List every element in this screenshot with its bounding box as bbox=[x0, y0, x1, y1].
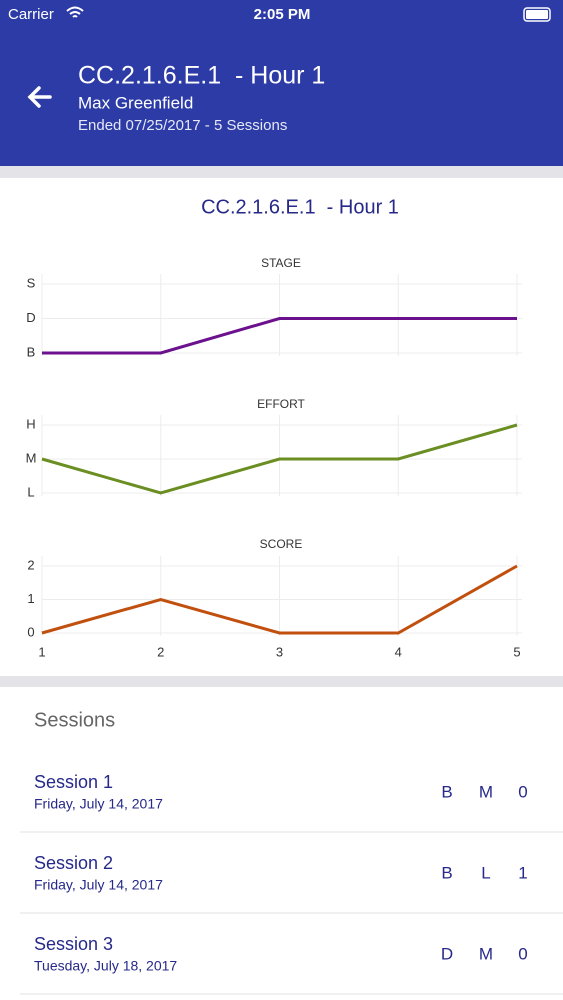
x-tick-label: 5 bbox=[513, 644, 520, 659]
session-date: Friday, July 14, 2017 bbox=[34, 796, 163, 812]
app-bar bbox=[0, 0, 563, 166]
chart-title: SCORE bbox=[260, 537, 303, 551]
y-tick-label: 0 bbox=[27, 624, 34, 639]
session-name: Session 3 bbox=[34, 934, 113, 954]
wifi-icon bbox=[66, 6, 84, 18]
session-code: M bbox=[479, 782, 493, 801]
session-code: B bbox=[441, 782, 452, 801]
header-title: CC.2.1.6.E.1 - Hour 1 bbox=[78, 62, 325, 90]
session-code: M bbox=[479, 944, 493, 963]
carrier: Carrier bbox=[8, 6, 54, 23]
y-tick-label: H bbox=[26, 416, 35, 431]
y-tick-label: B bbox=[27, 344, 36, 359]
header-subtitle: Max Greenfield bbox=[78, 93, 193, 112]
session-code: 1 bbox=[518, 863, 527, 882]
session-code: B bbox=[441, 863, 452, 882]
y-tick-label: L bbox=[27, 484, 34, 499]
y-tick-label: 2 bbox=[27, 557, 34, 572]
data-line bbox=[41, 423, 518, 495]
session-code: 0 bbox=[518, 944, 527, 963]
session-date: Friday, July 14, 2017 bbox=[34, 877, 163, 893]
clock: 2:05 PM bbox=[254, 6, 311, 23]
separator bbox=[0, 166, 563, 178]
back-button[interactable] bbox=[27, 86, 52, 108]
card-title: CC.2.1.6.E.1 - Hour 1 bbox=[201, 196, 399, 218]
session-name: Session 1 bbox=[34, 772, 113, 792]
x-tick-label: 4 bbox=[395, 644, 402, 659]
y-tick-label: M bbox=[26, 450, 37, 465]
session-name: Session 2 bbox=[34, 853, 113, 873]
session-code: L bbox=[481, 863, 490, 882]
data-line bbox=[42, 317, 517, 355]
x-tick-label: 1 bbox=[38, 644, 45, 659]
data-line bbox=[41, 564, 518, 635]
y-tick-label: S bbox=[27, 275, 36, 290]
battery-icon bbox=[523, 7, 551, 22]
x-tick-label: 3 bbox=[276, 644, 283, 659]
sessions-heading: Sessions bbox=[34, 709, 115, 731]
battery-level bbox=[526, 10, 548, 19]
y-tick-label: D bbox=[26, 310, 35, 325]
chart-title: STAGE bbox=[261, 256, 301, 270]
separator bbox=[0, 676, 563, 687]
x-tick-label: 2 bbox=[157, 644, 164, 659]
header-detail: Ended 07/25/2017 - 5 Sessions bbox=[78, 117, 287, 134]
y-tick-label: 1 bbox=[27, 591, 34, 606]
session-date: Tuesday, July 18, 2017 bbox=[34, 958, 177, 974]
session-code: D bbox=[441, 944, 453, 963]
session-code: 0 bbox=[518, 782, 527, 801]
chart-title: EFFORT bbox=[257, 397, 305, 411]
